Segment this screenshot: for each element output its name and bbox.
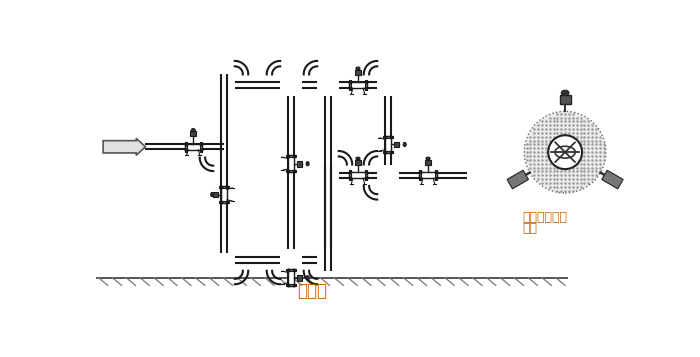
Bar — [349, 80, 351, 90]
Bar — [425, 160, 431, 165]
Ellipse shape — [211, 192, 214, 197]
Ellipse shape — [306, 162, 309, 166]
Bar — [297, 275, 302, 281]
Ellipse shape — [191, 129, 195, 132]
Bar — [219, 201, 229, 203]
Bar — [286, 170, 296, 172]
Ellipse shape — [403, 142, 406, 146]
Bar — [349, 172, 367, 178]
Ellipse shape — [561, 90, 569, 96]
Bar — [286, 285, 296, 286]
Bar — [355, 160, 361, 165]
Bar — [355, 70, 361, 75]
Bar — [419, 170, 421, 180]
Polygon shape — [602, 170, 623, 189]
Bar — [383, 136, 393, 138]
Ellipse shape — [356, 67, 360, 70]
Bar — [185, 144, 202, 150]
Bar — [286, 269, 296, 271]
Text: 安装: 安装 — [522, 222, 537, 235]
Bar — [297, 161, 302, 167]
Ellipse shape — [356, 157, 360, 160]
Bar — [365, 80, 367, 90]
Bar — [349, 82, 367, 88]
Ellipse shape — [555, 146, 575, 158]
Polygon shape — [507, 170, 528, 189]
Bar — [349, 170, 351, 180]
Bar — [221, 186, 227, 203]
Text: 允许任意角度: 允许任意角度 — [522, 211, 567, 224]
Ellipse shape — [306, 276, 309, 280]
Bar — [365, 170, 367, 180]
FancyArrow shape — [103, 138, 146, 155]
Bar — [214, 192, 218, 197]
Text: 水平面: 水平面 — [298, 282, 328, 300]
Bar — [435, 170, 437, 180]
Bar — [190, 131, 196, 136]
Bar — [219, 186, 229, 188]
Bar — [383, 151, 393, 153]
Bar — [560, 95, 570, 104]
Bar — [419, 172, 437, 178]
Bar — [286, 155, 296, 157]
Bar — [288, 155, 294, 172]
Bar — [288, 269, 294, 286]
Circle shape — [524, 111, 606, 193]
Bar — [393, 141, 398, 147]
Ellipse shape — [426, 157, 430, 160]
Circle shape — [548, 135, 582, 169]
Bar — [200, 142, 202, 152]
Bar — [385, 136, 391, 153]
Bar — [185, 142, 186, 152]
